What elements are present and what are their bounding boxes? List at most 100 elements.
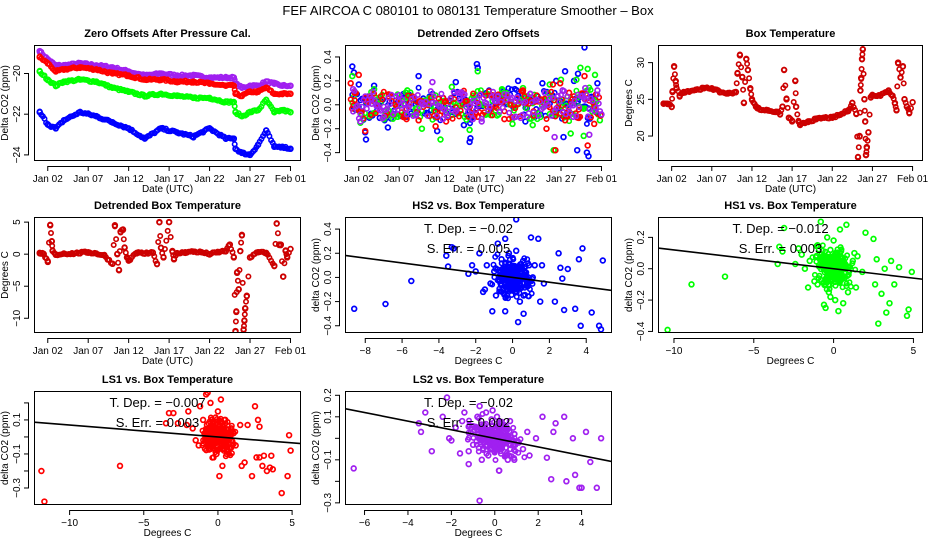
data-point xyxy=(518,264,526,272)
data-point xyxy=(532,435,540,442)
data-point xyxy=(236,421,244,429)
data-point xyxy=(552,146,559,154)
data-point xyxy=(246,151,254,159)
annotation-text: S. Err. = 0.002 xyxy=(427,415,510,430)
plot-area xyxy=(660,45,916,161)
data-point xyxy=(223,450,231,458)
data-point xyxy=(551,133,558,141)
data-point xyxy=(461,409,468,416)
data-point xyxy=(424,112,431,119)
data-point xyxy=(908,268,916,276)
panel-ls2-vs-box: LS2 vs. Box Temperature −6 −4 −2 0 2 4 Degrees … xyxy=(311,374,612,539)
data-point xyxy=(46,222,54,229)
data-point xyxy=(525,262,533,269)
data-point xyxy=(491,449,498,456)
data-point xyxy=(355,71,363,79)
x-tick-label: Jan 02 xyxy=(33,174,63,185)
y-tick-label: −0.4 xyxy=(636,321,647,341)
data-point xyxy=(501,91,508,98)
data-point xyxy=(899,63,907,70)
data-point xyxy=(843,280,850,287)
data-point xyxy=(553,105,560,112)
data-point xyxy=(489,308,496,315)
data-point xyxy=(427,88,434,95)
data-point xyxy=(492,456,499,463)
panel-ls1-vs-box: LS1 vs. Box Temperature −10 −5 0 5 Degrees C 0… xyxy=(0,374,301,539)
y-tick-label: −0.3 xyxy=(323,493,334,513)
data-point xyxy=(571,471,579,479)
annotation-text: T. Dep. = −0.02 xyxy=(424,221,513,236)
x-tick-label: Jan 22 xyxy=(817,174,847,185)
data-point xyxy=(206,80,213,87)
data-point xyxy=(475,435,482,442)
series-ls2 xyxy=(350,394,605,504)
data-point xyxy=(174,420,182,427)
data-point xyxy=(550,428,557,436)
data-point xyxy=(157,244,165,252)
data-point xyxy=(277,241,285,248)
data-point xyxy=(214,408,222,415)
data-point xyxy=(473,60,481,68)
data-point xyxy=(164,227,171,234)
data-point xyxy=(465,460,472,468)
data-point xyxy=(232,145,239,153)
data-point xyxy=(736,52,744,59)
data-point xyxy=(232,442,239,449)
y-tick-label: 30 xyxy=(636,57,647,69)
data-point xyxy=(515,449,522,456)
data-point xyxy=(84,248,92,256)
data-point xyxy=(415,84,422,91)
data-point xyxy=(814,281,821,288)
x-tick-label: Jan 27 xyxy=(235,174,265,185)
x-tick-label: Jan 07 xyxy=(73,174,103,185)
y-tick-label: 0.4 xyxy=(323,222,334,236)
data-point xyxy=(835,276,842,283)
x-tick-label: Jan 07 xyxy=(384,174,414,185)
data-point xyxy=(222,135,230,142)
data-point xyxy=(584,142,591,149)
data-point xyxy=(746,75,753,82)
y-tick-label: −0.2 xyxy=(636,290,647,310)
x-axis-label: Degrees C xyxy=(455,528,503,539)
y-tick-label: 0.0 xyxy=(636,261,647,275)
data-point xyxy=(496,288,503,295)
data-point xyxy=(875,320,882,327)
data-point xyxy=(521,255,528,262)
data-point xyxy=(287,82,294,89)
data-point xyxy=(481,286,489,293)
y-tick-label: 0.2 xyxy=(323,388,334,402)
panel-hs1-vs-box: HS1 vs. Box Temperature −10 −5 0 5 Degrees C 0… xyxy=(624,200,923,367)
data-point xyxy=(556,80,564,87)
data-point xyxy=(559,275,566,282)
data-point xyxy=(206,418,213,425)
data-point xyxy=(543,125,550,132)
data-point xyxy=(190,133,197,140)
data-point xyxy=(460,121,468,129)
panel-title: Box Temperature xyxy=(746,28,836,40)
data-point xyxy=(724,90,732,97)
data-point xyxy=(254,88,262,96)
x-tick-label: 4 xyxy=(579,518,585,529)
data-point xyxy=(222,74,230,81)
data-point xyxy=(477,91,484,98)
data-point xyxy=(226,241,234,248)
x-axis: −6 −4 −2 0 2 4 xyxy=(359,510,585,529)
data-point xyxy=(125,257,132,264)
x-tick-label: −10 xyxy=(61,518,78,529)
data-point xyxy=(582,97,589,104)
data-point xyxy=(548,112,555,119)
y-tick-label: −5 xyxy=(12,280,23,292)
data-point xyxy=(230,135,238,142)
data-point xyxy=(493,430,500,437)
data-point xyxy=(510,424,517,431)
data-point xyxy=(738,64,745,71)
data-point xyxy=(278,489,285,497)
data-point xyxy=(417,428,425,436)
data-point xyxy=(520,310,527,317)
plot-area xyxy=(36,218,294,333)
data-point xyxy=(861,118,869,125)
data-point xyxy=(820,114,828,121)
data-point xyxy=(599,257,607,264)
data-point xyxy=(380,88,387,95)
data-point xyxy=(449,115,456,122)
